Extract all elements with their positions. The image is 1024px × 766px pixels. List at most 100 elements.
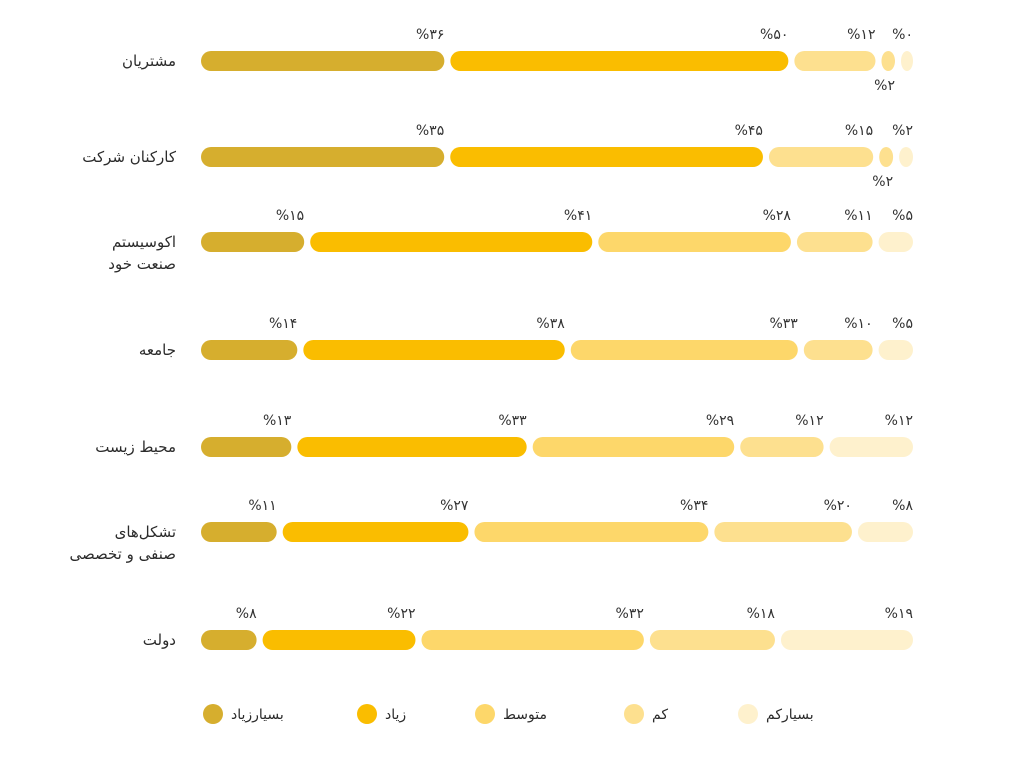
- bar-segment: [570, 340, 798, 360]
- bar-segment: [714, 522, 852, 542]
- bar-segment: [450, 147, 763, 167]
- bar-segment: [879, 147, 894, 167]
- data-label: %۳۳: [769, 316, 798, 332]
- bar-segment: [201, 340, 298, 360]
- data-label: %۰: [892, 27, 913, 43]
- bar-segment: [794, 51, 876, 71]
- category-label: اکوسیستم صنعت خود: [108, 233, 176, 273]
- bar-row: مشتریان %۳۶ %۵۰ %۱۲ %۲ %۰: [122, 27, 913, 94]
- legend-item: بسیارکم: [738, 704, 814, 724]
- data-label: %۸: [892, 498, 913, 514]
- data-label: %۴۱: [564, 208, 592, 224]
- bar-segment: [201, 522, 277, 542]
- data-label: %۱۵: [276, 208, 304, 224]
- bar-segment: [201, 147, 445, 167]
- legend-label: بسیارزیاد: [231, 707, 284, 723]
- category-label-line: اکوسیستم: [112, 233, 176, 251]
- legend-item: متوسط: [475, 704, 547, 724]
- data-label: %۱۵: [845, 123, 873, 139]
- data-label: %۳۳: [498, 413, 527, 429]
- data-label: %۳۵: [416, 123, 444, 139]
- bar-row: اکوسیستم صنعت خود %۱۵ %۴۱ %۲۸ %۱۱ %۵: [108, 208, 913, 273]
- bar-segment: [740, 437, 824, 457]
- data-label: %۳۸: [536, 316, 565, 332]
- data-label: %۳۶: [416, 27, 444, 43]
- data-label: %۲۲: [387, 606, 415, 622]
- data-label: %۲: [874, 78, 895, 94]
- bar-segment: [201, 630, 257, 650]
- chart-rows: مشتریان %۳۶ %۵۰ %۱۲ %۲ %۰ کارکنان شرکت %۳۵ %۴۵ %۱…: [69, 27, 913, 650]
- bar-row: کارکنان شرکت %۳۵ %۴۵ %۱۵ %۲ %۲: [82, 123, 913, 190]
- category-label: تشکل‌های صنفی و تخصصی: [69, 523, 176, 563]
- data-label: %۳۴: [680, 498, 708, 514]
- bar-segment: [474, 522, 709, 542]
- bar-segment: [262, 630, 416, 650]
- legend-label: زیاد: [385, 707, 406, 723]
- legend-item: بسیارزیاد: [203, 704, 284, 724]
- category-label: کارکنان شرکت: [82, 148, 177, 166]
- bar-segment: [310, 232, 593, 252]
- bar-row: دولت %۸ %۲۲ %۳۲ %۱۸ %۱۹: [143, 606, 913, 650]
- data-label: %۱۱: [248, 498, 276, 514]
- legend-swatch: [203, 704, 223, 724]
- bar-segment: [796, 232, 873, 252]
- data-label: %۳۲: [616, 606, 644, 622]
- bar-row: جامعه %۱۴ %۳۸ %۳۳ %۱۰ %۵: [139, 316, 913, 360]
- data-label: %۱۳: [263, 413, 292, 429]
- bar-segment: [303, 340, 565, 360]
- bar-segment: [829, 437, 913, 457]
- legend-swatch: [624, 704, 644, 724]
- bar-segment: [421, 630, 644, 650]
- bar-segment: [201, 437, 292, 457]
- data-label: %۲: [872, 174, 893, 190]
- bar-segment: [450, 51, 789, 71]
- data-label: %۲۹: [706, 413, 734, 429]
- data-label: %۱۴: [269, 316, 297, 332]
- legend-swatch: [475, 704, 495, 724]
- bar-row: تشکل‌های صنفی و تخصصی %۱۱ %۲۷ %۳۴ %۲۰ %۸: [69, 498, 913, 563]
- data-label: %۲۷: [440, 498, 469, 514]
- legend-label: کم: [652, 707, 668, 723]
- data-label: %۴۵: [735, 123, 763, 139]
- category-label-line: کارکنان شرکت: [82, 148, 177, 166]
- bar-segment: [201, 232, 305, 252]
- legend-label: بسیارکم: [766, 707, 814, 723]
- bar-segment: [649, 630, 775, 650]
- category-label-line: تشکل‌های: [115, 523, 176, 541]
- bar-segment: [899, 147, 913, 167]
- category-label-line: محیط زیست: [95, 438, 176, 456]
- legend-item: کم: [624, 704, 668, 724]
- legend-swatch: [357, 704, 377, 724]
- bar-row: محیط زیست %۱۳ %۳۳ %۲۹ %۱۲ %۱۲: [95, 413, 913, 457]
- data-label: %۲: [892, 123, 913, 139]
- category-label: مشتریان: [122, 52, 176, 70]
- bar-segment: [780, 630, 913, 650]
- bar-segment: [282, 522, 469, 542]
- bar-segment: [201, 51, 445, 71]
- category-label: محیط زیست: [95, 438, 176, 456]
- data-label: %۱۲: [847, 27, 875, 43]
- bar-segment: [881, 51, 895, 71]
- bar-segment: [803, 340, 873, 360]
- category-label-line: دولت: [143, 631, 176, 649]
- bar-segment: [768, 147, 874, 167]
- data-label: %۵: [892, 316, 913, 332]
- bar-segment: [598, 232, 791, 252]
- bar-segment: [532, 437, 735, 457]
- data-label: %۱۹: [885, 606, 913, 622]
- data-label: %۵: [892, 208, 913, 224]
- legend-item: زیاد: [357, 704, 406, 724]
- data-label: %۱۲: [885, 413, 913, 429]
- data-label: %۲۰: [824, 498, 852, 514]
- bar-segment: [901, 51, 913, 71]
- legend-swatch: [738, 704, 758, 724]
- data-label: %۱۱: [844, 208, 872, 224]
- data-label: %۲۸: [763, 208, 792, 224]
- data-label: %۱۲: [795, 413, 823, 429]
- data-label: %۱۸: [747, 606, 776, 622]
- category-label-line: مشتریان: [122, 52, 176, 70]
- category-label-line: صنعت خود: [108, 255, 176, 273]
- bar-segment: [297, 437, 527, 457]
- data-label: %۸: [236, 606, 257, 622]
